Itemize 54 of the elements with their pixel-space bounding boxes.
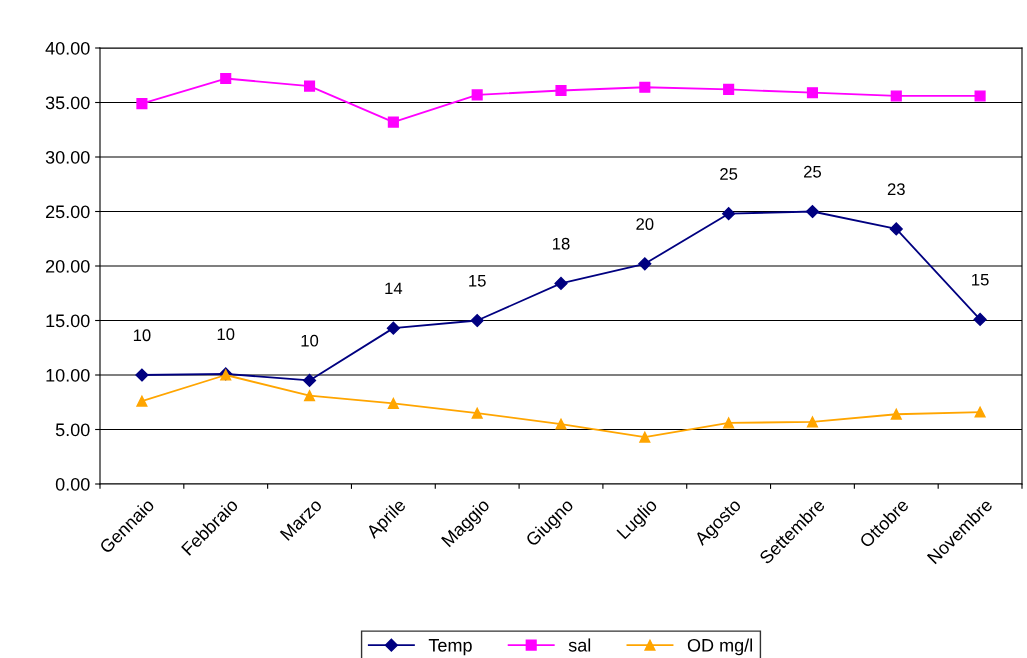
point <box>974 406 986 418</box>
point <box>303 390 316 402</box>
point <box>723 417 735 429</box>
data-label: 25 <box>720 168 738 180</box>
point <box>136 395 148 407</box>
y-tick-label: 40.00 <box>45 41 90 55</box>
point <box>889 222 903 236</box>
point <box>890 408 902 420</box>
point <box>387 116 399 128</box>
point <box>974 90 986 102</box>
point <box>135 368 149 382</box>
point <box>723 83 735 95</box>
y-tick-label: 20.00 <box>46 259 90 273</box>
point <box>471 89 483 101</box>
point <box>890 90 902 102</box>
point <box>555 84 567 97</box>
y-tick-label: 25.00 <box>46 205 90 219</box>
point <box>722 207 736 221</box>
data-label: 10 <box>301 334 319 347</box>
point <box>303 80 316 92</box>
data-label: 20 <box>636 218 654 230</box>
legend-label: sal <box>568 638 591 652</box>
point <box>805 204 820 219</box>
y-tick-label: 10.00 <box>46 368 90 382</box>
legend-label: OD mg/l <box>687 638 752 656</box>
point <box>470 313 484 328</box>
point <box>639 81 651 93</box>
point <box>136 98 148 110</box>
data-label: 15 <box>469 275 486 287</box>
data-label: 10 <box>133 329 151 342</box>
y-tick-label: 0.00 <box>55 477 90 491</box>
point <box>973 312 987 326</box>
legend-label: Temp <box>428 639 472 656</box>
point <box>302 373 317 388</box>
y-tick-label: 30.00 <box>45 150 90 164</box>
point <box>387 397 399 409</box>
point <box>638 257 652 271</box>
y-tick-label: 15.00 <box>46 314 90 328</box>
data-label: 15 <box>972 273 989 286</box>
point <box>555 418 567 430</box>
data-label: 10 <box>217 328 235 341</box>
data-label: 25 <box>804 165 822 178</box>
y-tick-label: 5.00 <box>55 423 90 437</box>
point <box>386 321 400 335</box>
point <box>806 87 819 99</box>
data-label: 14 <box>385 282 403 295</box>
point <box>471 407 483 419</box>
data-label: 18 <box>553 237 570 250</box>
point <box>806 416 819 428</box>
point <box>220 72 232 85</box>
y-tick-label: 35.00 <box>45 96 90 110</box>
point <box>554 276 568 291</box>
point <box>639 431 651 443</box>
data-label: 23 <box>887 183 905 196</box>
